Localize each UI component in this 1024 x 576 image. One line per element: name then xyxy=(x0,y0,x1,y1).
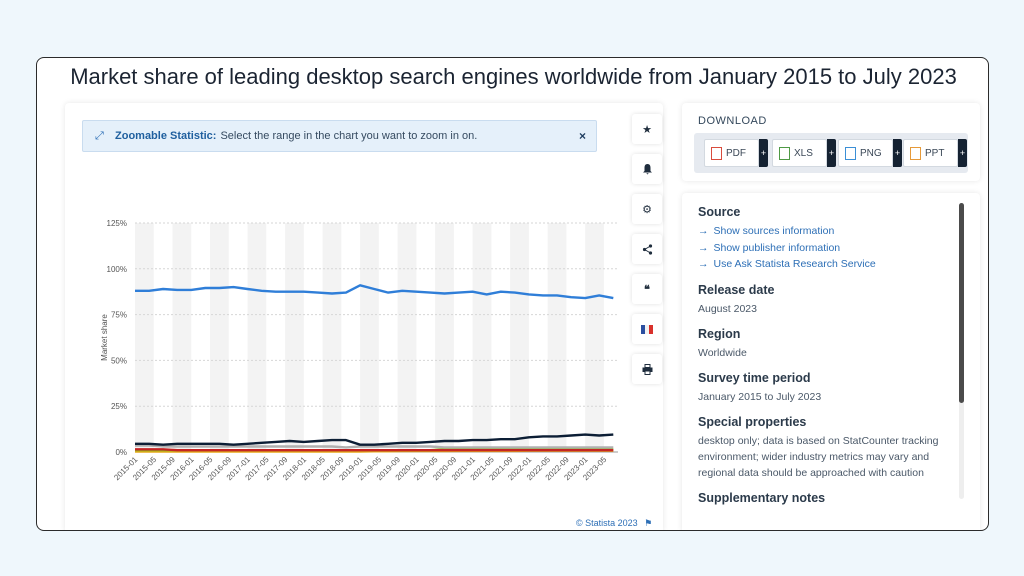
grid-band xyxy=(472,223,492,452)
copyright-text[interactable]: © Statista 2023 xyxy=(576,518,638,528)
show-publisher-text[interactable]: Show publisher information xyxy=(713,241,841,254)
xls-file-icon xyxy=(779,146,790,160)
arrow-right-icon: → xyxy=(698,241,709,254)
zoom-text: Select the range in the chart you want t… xyxy=(220,130,478,142)
info-content: Source → Show sources information → Show p… xyxy=(698,205,948,509)
download-pdf-button[interactable]: PDF xyxy=(704,139,759,167)
region-heading: Region xyxy=(698,326,741,341)
close-icon[interactable]: × xyxy=(578,129,586,143)
line-chart[interactable]: 0%25%50%75%100%125%Market share2015-0120… xyxy=(65,158,625,531)
zoom-banner: ⤢ Zoomable Statistic: Select the range i… xyxy=(82,120,597,152)
pdf-file-icon xyxy=(711,146,722,160)
flag-small-icon: ⚑ xyxy=(644,518,653,528)
flag-icon[interactable] xyxy=(632,314,662,344)
y-axis-label: Market share xyxy=(100,314,109,361)
grid-band xyxy=(585,223,604,452)
quote-icon[interactable]: ❝ xyxy=(632,274,662,304)
download-buttons: PDF + XLS + PNG + PPT + xyxy=(694,133,968,173)
y-tick-label: 50% xyxy=(111,356,127,365)
download-ppt-label: PPT xyxy=(925,147,945,159)
grid-band xyxy=(285,223,304,452)
download-ppt-plus[interactable]: + xyxy=(958,139,967,167)
source-heading: Source xyxy=(698,205,741,219)
grid-band xyxy=(360,223,379,452)
arrow-right-icon: → xyxy=(698,258,709,270)
info-panel: Source → Show sources information → Show p… xyxy=(682,193,980,530)
source-links: → Show sources information → Show publishe… xyxy=(698,223,948,273)
grid-band xyxy=(322,223,342,452)
download-xls-label: XLS xyxy=(794,147,813,159)
scrollbar-thumb[interactable] xyxy=(959,203,964,403)
copyright[interactable]: © Statista 2023 ⚑ xyxy=(576,518,652,529)
grid-band xyxy=(247,223,267,452)
show-sources-link[interactable]: → Show sources information xyxy=(698,223,948,240)
special-value: desktop only; data is based on StatCount… xyxy=(698,434,939,479)
download-png-label: PNG xyxy=(860,147,882,159)
download-png-plus[interactable]: + xyxy=(893,139,902,167)
y-tick-label: 25% xyxy=(111,402,127,411)
print-icon[interactable] xyxy=(632,354,662,384)
expand-icon: ⤢ xyxy=(95,129,104,142)
survey-value: January 2015 to July 2023 xyxy=(698,390,822,403)
download-title: DOWNLOAD xyxy=(698,115,767,127)
download-xls-plus[interactable]: + xyxy=(827,139,836,167)
research-service-text[interactable]: Use Ask Statista Research Service xyxy=(713,258,876,270)
arrow-right-icon: → xyxy=(698,225,709,237)
download-ppt-button[interactable]: PPT xyxy=(903,139,958,167)
y-tick-label: 125% xyxy=(107,219,127,228)
region-value: Worldwide xyxy=(698,346,747,359)
zoom-label: Zoomable Statistic: xyxy=(115,130,217,142)
statistic-card: Market share of leading desktop search e… xyxy=(36,57,989,531)
download-pdf-plus[interactable]: + xyxy=(759,139,768,167)
star-icon[interactable]: ★ xyxy=(632,114,662,144)
show-sources-text[interactable]: Show sources information xyxy=(713,225,835,237)
y-tick-label: 75% xyxy=(111,311,127,320)
grid-band xyxy=(172,223,192,452)
chart-panel: ⤢ Zoomable Statistic: Select the range i… xyxy=(65,103,663,531)
series-line-google xyxy=(135,284,614,300)
show-publisher-link[interactable]: → Show publisher information xyxy=(698,240,948,257)
series-line-yahoo xyxy=(135,444,614,449)
research-service-link[interactable]: → Use Ask Statista Research Service xyxy=(698,256,948,273)
share-icon[interactable] xyxy=(632,234,662,264)
grid-band xyxy=(510,223,529,452)
special-heading: Special properties xyxy=(698,414,807,429)
y-tick-label: 100% xyxy=(107,265,127,274)
download-pdf-label: PDF xyxy=(726,147,746,159)
download-xls-button[interactable]: XLS xyxy=(772,139,827,167)
y-tick-label: 0% xyxy=(115,448,127,457)
grid-band xyxy=(210,223,229,452)
release-heading: Release date xyxy=(698,282,775,297)
bell-icon[interactable] xyxy=(632,154,662,184)
page-title: Market share of leading desktop search e… xyxy=(70,64,957,89)
series-line-baidu xyxy=(135,448,614,452)
chart-tools: ★ ⚙ ❝ xyxy=(632,114,664,394)
download-png-button[interactable]: PNG xyxy=(838,139,893,167)
grid-band xyxy=(547,223,567,452)
gear-icon[interactable]: ⚙ xyxy=(632,194,662,224)
survey-heading: Survey time period xyxy=(698,370,811,385)
supplementary-heading: Supplementary notes xyxy=(698,490,826,505)
png-file-icon xyxy=(845,146,856,160)
download-panel: DOWNLOAD PDF + XLS + PNG + PPT + xyxy=(682,103,980,181)
grid-band xyxy=(135,223,154,452)
grid-band xyxy=(397,223,417,452)
release-value: August 2023 xyxy=(698,302,757,315)
series-line-bing xyxy=(135,433,614,446)
grid-band xyxy=(435,223,454,452)
ppt-file-icon xyxy=(910,146,921,160)
